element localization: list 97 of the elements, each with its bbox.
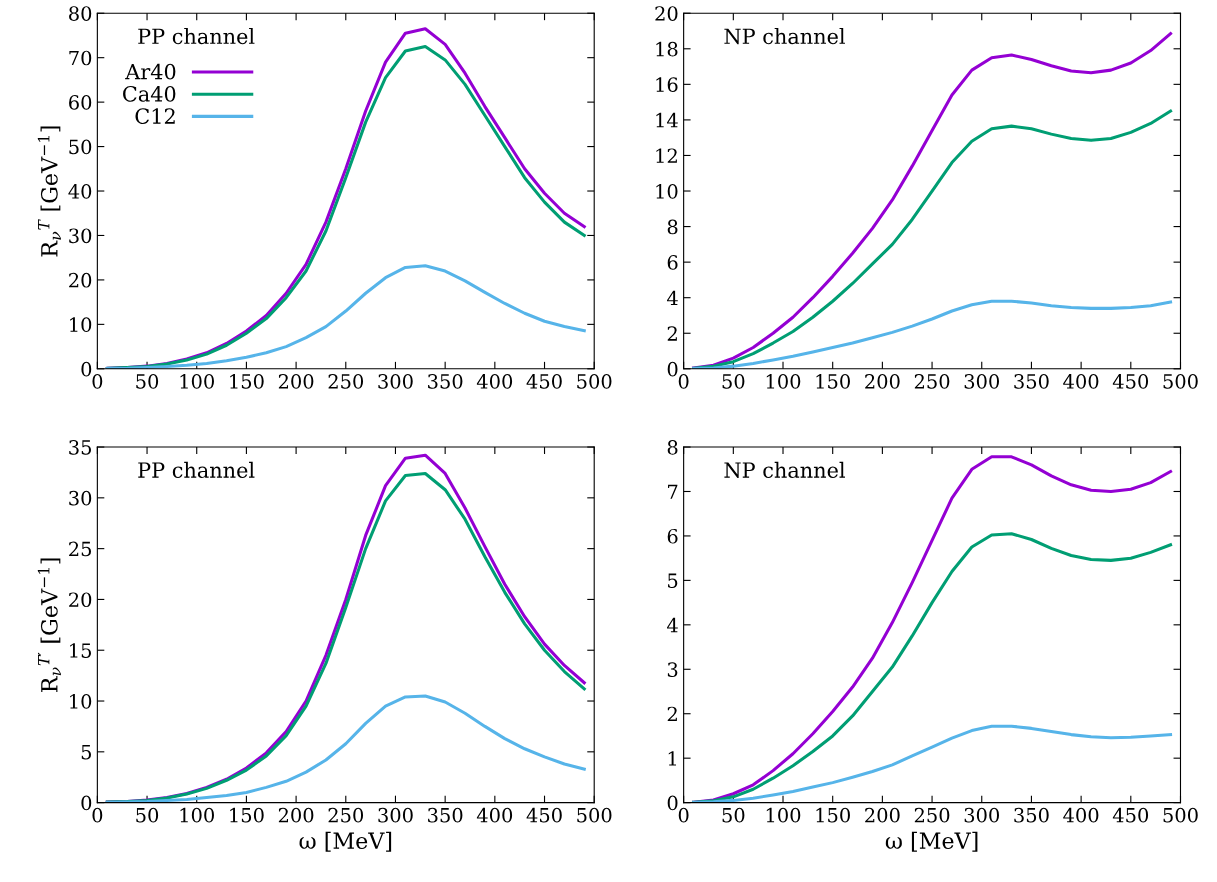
y-tick-label: 10: [656, 183, 678, 199]
y-tick-label: 80: [69, 6, 92, 21]
annotation: PP channel: [138, 461, 255, 478]
x-tick-label: 400: [476, 807, 513, 823]
y-tick-label: 40: [68, 183, 92, 199]
line-series: [692, 724, 1173, 803]
y-tick-label: 0: [81, 795, 92, 811]
x-tick-label: 250: [914, 374, 950, 389]
x-tick-label: 200: [278, 374, 314, 389]
y-tick-label: 10: [70, 317, 92, 333]
y-tick-label: 4: [667, 617, 678, 633]
y-tick-label: 2: [667, 326, 677, 341]
x-tick-label: 400: [1063, 374, 1099, 389]
y-tick-label: 0: [667, 795, 678, 811]
x-tick-label: 250: [328, 374, 364, 389]
x-tick-label: 0: [92, 374, 103, 389]
x-tick-label: 100: [766, 374, 801, 389]
y-tick-label: 25: [69, 541, 91, 557]
y-tick-label: 2: [667, 706, 677, 722]
x-tick-label: 150: [230, 374, 264, 389]
x-tick-label: 200: [865, 374, 900, 389]
y-tick-label: 5: [668, 573, 678, 589]
y-tick-label: 14: [656, 112, 678, 128]
y-tick-label: 8: [667, 219, 678, 235]
y-tick-label: 1: [668, 751, 677, 766]
x-tick-label: 300: [964, 374, 1000, 389]
y-tick-label: 70: [69, 50, 92, 66]
y-axis-title: R$_{ν}$$^{T}$ [GeV$^{−1}$]: [37, 126, 61, 257]
x-tick-label: 350: [428, 374, 463, 389]
y-axis-title: R$_{ν}$$^{T′}$ [GeV$^{−1}$]: [37, 558, 61, 693]
line-series: [692, 299, 1173, 369]
x-tick-label: 450: [526, 807, 562, 823]
x-tick-label: 450: [526, 374, 562, 389]
x-tick-label: 300: [964, 807, 1000, 823]
y-tick-label: 30: [69, 490, 92, 506]
x-tick-label: 250: [328, 807, 364, 823]
y-tick-label: 7: [668, 484, 678, 499]
x-tick-label: 500: [577, 374, 612, 389]
x-tick-label: 400: [1063, 807, 1099, 823]
x-tick-label: 100: [180, 374, 214, 389]
line-series: [105, 264, 586, 369]
x-tick-label: 500: [1163, 374, 1198, 389]
y-tick-label: 50: [69, 139, 92, 155]
line-series: [105, 694, 586, 803]
line-series: [692, 455, 1173, 803]
x-tick-label: 500: [1163, 807, 1198, 823]
x-tick-label: 500: [577, 807, 612, 823]
y-tick-label: 3: [667, 662, 678, 677]
x-tick-label: 300: [378, 374, 413, 389]
x-tick-label: 50: [722, 374, 745, 389]
annotation: NP channel: [724, 28, 845, 45]
annotation: NP channel: [724, 461, 845, 478]
x-tick-label: 350: [1014, 374, 1049, 389]
x-tick-label: 0: [678, 807, 689, 823]
y-tick-label: 6: [667, 255, 678, 270]
y-tick-label: 60: [69, 95, 92, 110]
y-tick-label: 0: [81, 361, 92, 377]
x-tick-label: 450: [1112, 374, 1149, 389]
x-tick-label: 450: [1112, 807, 1149, 823]
legend-label: Ar40: [125, 63, 176, 80]
x-tick-label: 300: [378, 807, 413, 823]
x-axis-title: ω [MeV]: [885, 831, 978, 852]
y-tick-label: 20: [655, 6, 678, 21]
x-tick-label: 150: [816, 807, 850, 823]
x-tick-label: 150: [816, 374, 850, 389]
y-tick-label: 8: [667, 439, 678, 455]
x-axis-title: ω [MeV]: [299, 831, 392, 852]
x-tick-label: 100: [766, 807, 801, 823]
y-tick-label: 12: [656, 148, 677, 163]
y-tick-label: 20: [69, 592, 92, 608]
x-tick-label: 0: [678, 374, 689, 389]
y-tick-label: 16: [656, 77, 678, 93]
x-tick-label: 200: [278, 807, 314, 823]
x-tick-label: 250: [914, 807, 950, 823]
x-tick-label: 350: [428, 807, 463, 823]
y-tick-label: 4: [667, 290, 678, 306]
y-tick-label: 20: [69, 272, 92, 288]
y-tick-label: 5: [81, 745, 91, 760]
x-tick-label: 50: [722, 807, 745, 823]
y-tick-label: 10: [70, 693, 92, 709]
x-tick-label: 350: [1014, 807, 1049, 823]
legend-label: Ca40: [123, 85, 176, 102]
y-tick-label: 18: [656, 41, 678, 57]
y-tick-label: 6: [667, 528, 678, 544]
x-tick-label: 150: [230, 807, 264, 823]
x-tick-label: 100: [180, 807, 214, 823]
legend-label: C12: [135, 108, 175, 124]
y-tick-label: 30: [69, 228, 92, 244]
x-tick-label: 200: [865, 807, 900, 823]
x-tick-label: 50: [136, 807, 159, 823]
x-tick-label: 50: [136, 374, 159, 389]
y-tick-label: 35: [69, 439, 91, 455]
y-tick-label: 0: [667, 361, 678, 377]
x-tick-label: 0: [92, 807, 103, 823]
x-tick-label: 400: [476, 374, 513, 389]
annotation: PP channel: [138, 28, 255, 45]
y-tick-label: 15: [70, 643, 91, 658]
